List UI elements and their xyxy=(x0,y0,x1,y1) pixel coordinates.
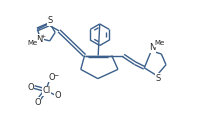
Text: N: N xyxy=(149,43,155,52)
Text: −: − xyxy=(53,72,59,77)
Text: Me: Me xyxy=(155,40,165,46)
Text: O: O xyxy=(54,91,61,100)
Text: O: O xyxy=(49,73,55,82)
Text: Cl: Cl xyxy=(43,86,51,95)
Text: N: N xyxy=(36,35,43,44)
Text: O: O xyxy=(27,83,34,92)
Text: S: S xyxy=(48,16,53,25)
Text: +: + xyxy=(40,34,45,39)
Text: Me: Me xyxy=(28,40,38,46)
Text: O: O xyxy=(34,98,41,107)
Text: S: S xyxy=(156,74,161,83)
